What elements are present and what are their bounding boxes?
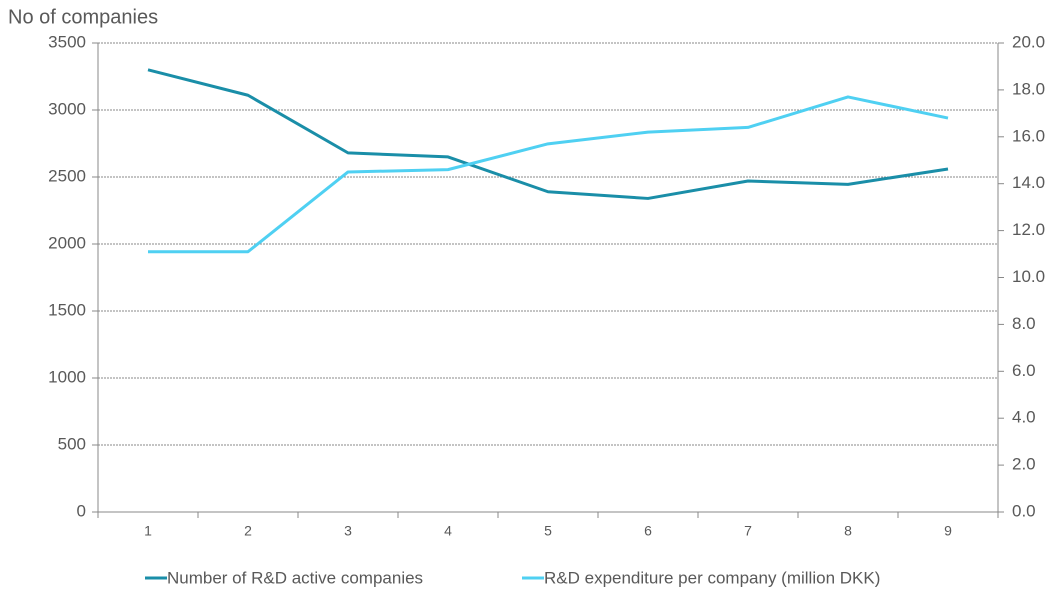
x-tick-label: 1 — [144, 523, 152, 539]
x-tick-label: 4 — [444, 523, 452, 539]
y2-tick-label: 10.0 — [1012, 267, 1045, 286]
y2-tick-label: 14.0 — [1012, 173, 1045, 192]
y-tick-label: 3000 — [48, 99, 86, 118]
y-tick-label: 3500 — [48, 32, 86, 51]
y2-tick-label: 2.0 — [1012, 455, 1036, 474]
y2-tick-label: 18.0 — [1012, 79, 1045, 98]
y-tick-label: 1000 — [48, 367, 86, 386]
x-tick-label: 8 — [844, 523, 852, 539]
y2-tick-label: 0.0 — [1012, 501, 1036, 520]
x-tick-label: 2 — [244, 523, 252, 539]
legend-label: R&D expenditure per company (million DKK… — [544, 568, 880, 587]
y2-tick-label: 4.0 — [1012, 408, 1036, 427]
legend-label: Number of R&D active companies — [167, 568, 423, 587]
y2-tick-label: 16.0 — [1012, 126, 1045, 145]
y2-tick-label: 6.0 — [1012, 361, 1036, 380]
y2-tick-label: 12.0 — [1012, 220, 1045, 239]
x-tick-label: 9 — [944, 523, 952, 539]
y-tick-label: 2000 — [48, 233, 86, 252]
series-line — [147, 68, 949, 200]
y-axis-title: No of companies — [8, 6, 158, 28]
y-tick-label: 2500 — [48, 166, 86, 185]
x-tick-label: 3 — [344, 523, 352, 539]
series-line — [148, 95, 949, 254]
x-tick-label: 7 — [744, 523, 752, 539]
x-tick-label: 5 — [544, 523, 552, 539]
x-tick-label: 6 — [644, 523, 652, 539]
y-tick-label: 0 — [77, 501, 86, 520]
y-tick-label: 500 — [58, 434, 86, 453]
y-tick-label: 1500 — [48, 300, 86, 319]
y2-tick-label: 20.0 — [1012, 32, 1045, 51]
y2-tick-label: 8.0 — [1012, 314, 1036, 333]
